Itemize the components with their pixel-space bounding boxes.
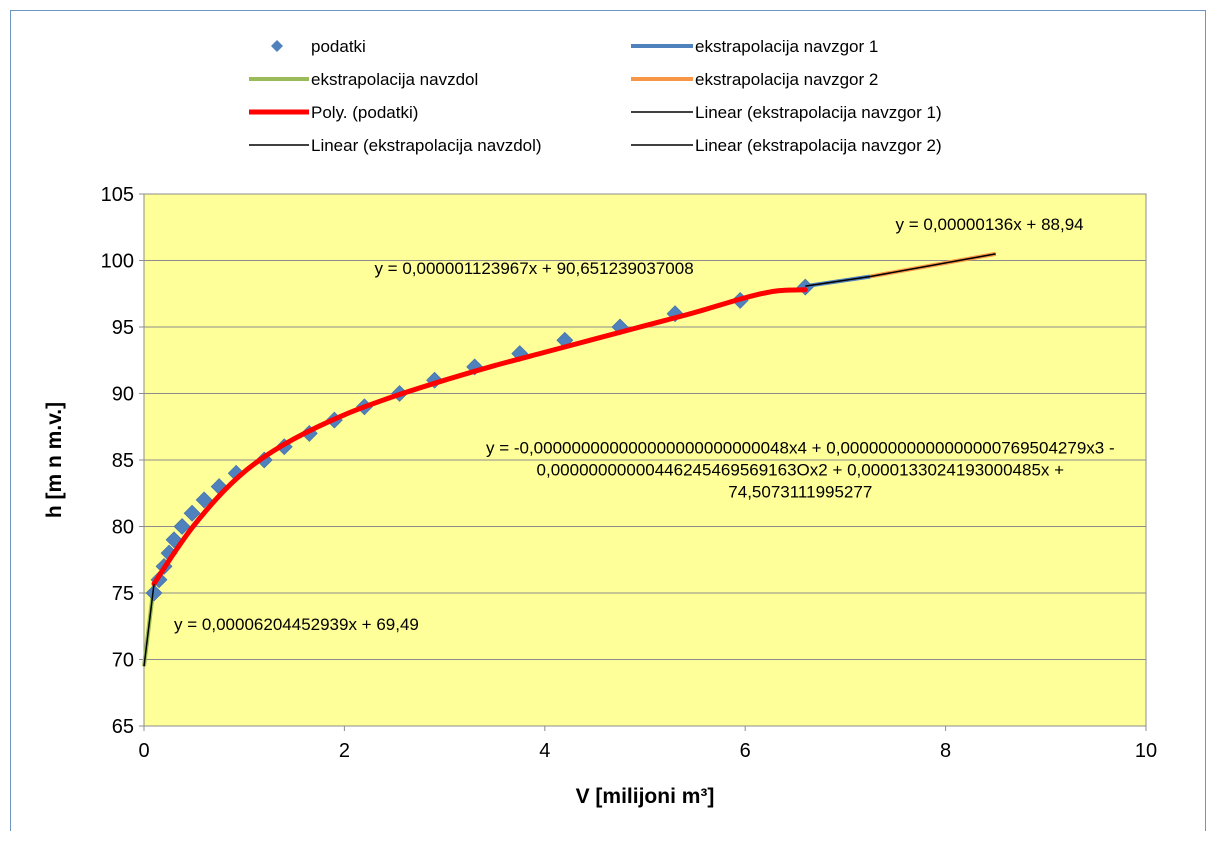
equation-line: y = 0,00006204452939x + 69,49 xyxy=(174,615,419,634)
data-point-podatki xyxy=(183,504,201,522)
y-tick-label: 85 xyxy=(112,450,134,472)
y-tick-label: 65 xyxy=(112,716,134,738)
equation-line: 74,5073111995277 xyxy=(728,482,872,501)
y-tick-label: 100 xyxy=(101,251,134,273)
x-tick-label: 0 xyxy=(138,740,149,762)
x-tick-label: 2 xyxy=(339,740,350,762)
y-tick-label: 95 xyxy=(112,317,134,339)
data-point-podatki xyxy=(195,491,213,509)
data-point-podatki xyxy=(145,584,163,602)
series-poly-podatki xyxy=(151,287,808,587)
chart-frame: 65 70 75 80 85 90 95 100 105 0 2 4 6 8 10 V [milijoni m… xyxy=(10,10,1206,831)
y-tick-label: 90 xyxy=(112,384,134,406)
series-linear-ekstrapolacija-navzgor-1 xyxy=(805,275,871,287)
trendline-equation: y = 0,00006204452939x + 69,49 xyxy=(174,615,419,634)
x-tick-label: 6 xyxy=(740,740,751,762)
equation-line: y = 0,000001123967x + 90,651239037008 xyxy=(374,259,693,278)
y-tick-label: 75 xyxy=(112,583,134,605)
equation-line: y = -0,000000000000000000000000048x4 + 0… xyxy=(486,438,1115,457)
series-linear-ekstrapolacija-navzdol xyxy=(143,583,155,667)
legend-label: Linear (ekstrapolacija navzgor 1) xyxy=(695,103,942,122)
data-point-podatki xyxy=(173,518,191,535)
legend-label: ekstrapolacija navzgor 1 xyxy=(695,37,878,56)
legend-label: ekstrapolacija navzdol xyxy=(311,70,478,89)
x-tick-label: 10 xyxy=(1135,740,1157,762)
legend-label: ekstrapolacija navzgor 2 xyxy=(695,70,878,89)
trendline-equation: y = 0,00000136x + 88,94 xyxy=(896,215,1084,234)
legend-label: Poly. (podatki) xyxy=(311,103,418,122)
y-tick-label: 105 xyxy=(101,184,134,206)
equation-line: y = 0,00000136x + 88,94 xyxy=(896,215,1084,234)
chart: 65 70 75 80 85 90 95 100 105 0 2 4 6 8 10 V [milijoni m… xyxy=(43,37,1157,808)
series-linear-ekstrapolacija-navzgor-2 xyxy=(870,253,996,278)
legend-label: Linear (ekstrapolacija navzdol) xyxy=(311,136,542,155)
x-tick-label: 4 xyxy=(539,740,550,762)
trendline-equation: y = -0,000000000000000000000000048x4 + 0… xyxy=(486,438,1115,501)
y-tick-label: 80 xyxy=(112,517,134,539)
x-tick-label: 8 xyxy=(940,740,951,762)
x-axis-title: V [milijoni m³] xyxy=(576,785,715,808)
y-tick-label: 70 xyxy=(112,650,134,672)
legend-label: Linear (ekstrapolacija navzgor 2) xyxy=(695,136,942,155)
legend-label: podatki xyxy=(311,37,366,56)
legend-marker xyxy=(271,40,283,52)
y-axis-title: h [m n m.v.] xyxy=(43,402,66,518)
trendline-equation: y = 0,000001123967x + 90,651239037008 xyxy=(374,259,693,278)
equation-line: 0,00000000000446245469569163Ox2 + 0,0000… xyxy=(537,460,1065,479)
